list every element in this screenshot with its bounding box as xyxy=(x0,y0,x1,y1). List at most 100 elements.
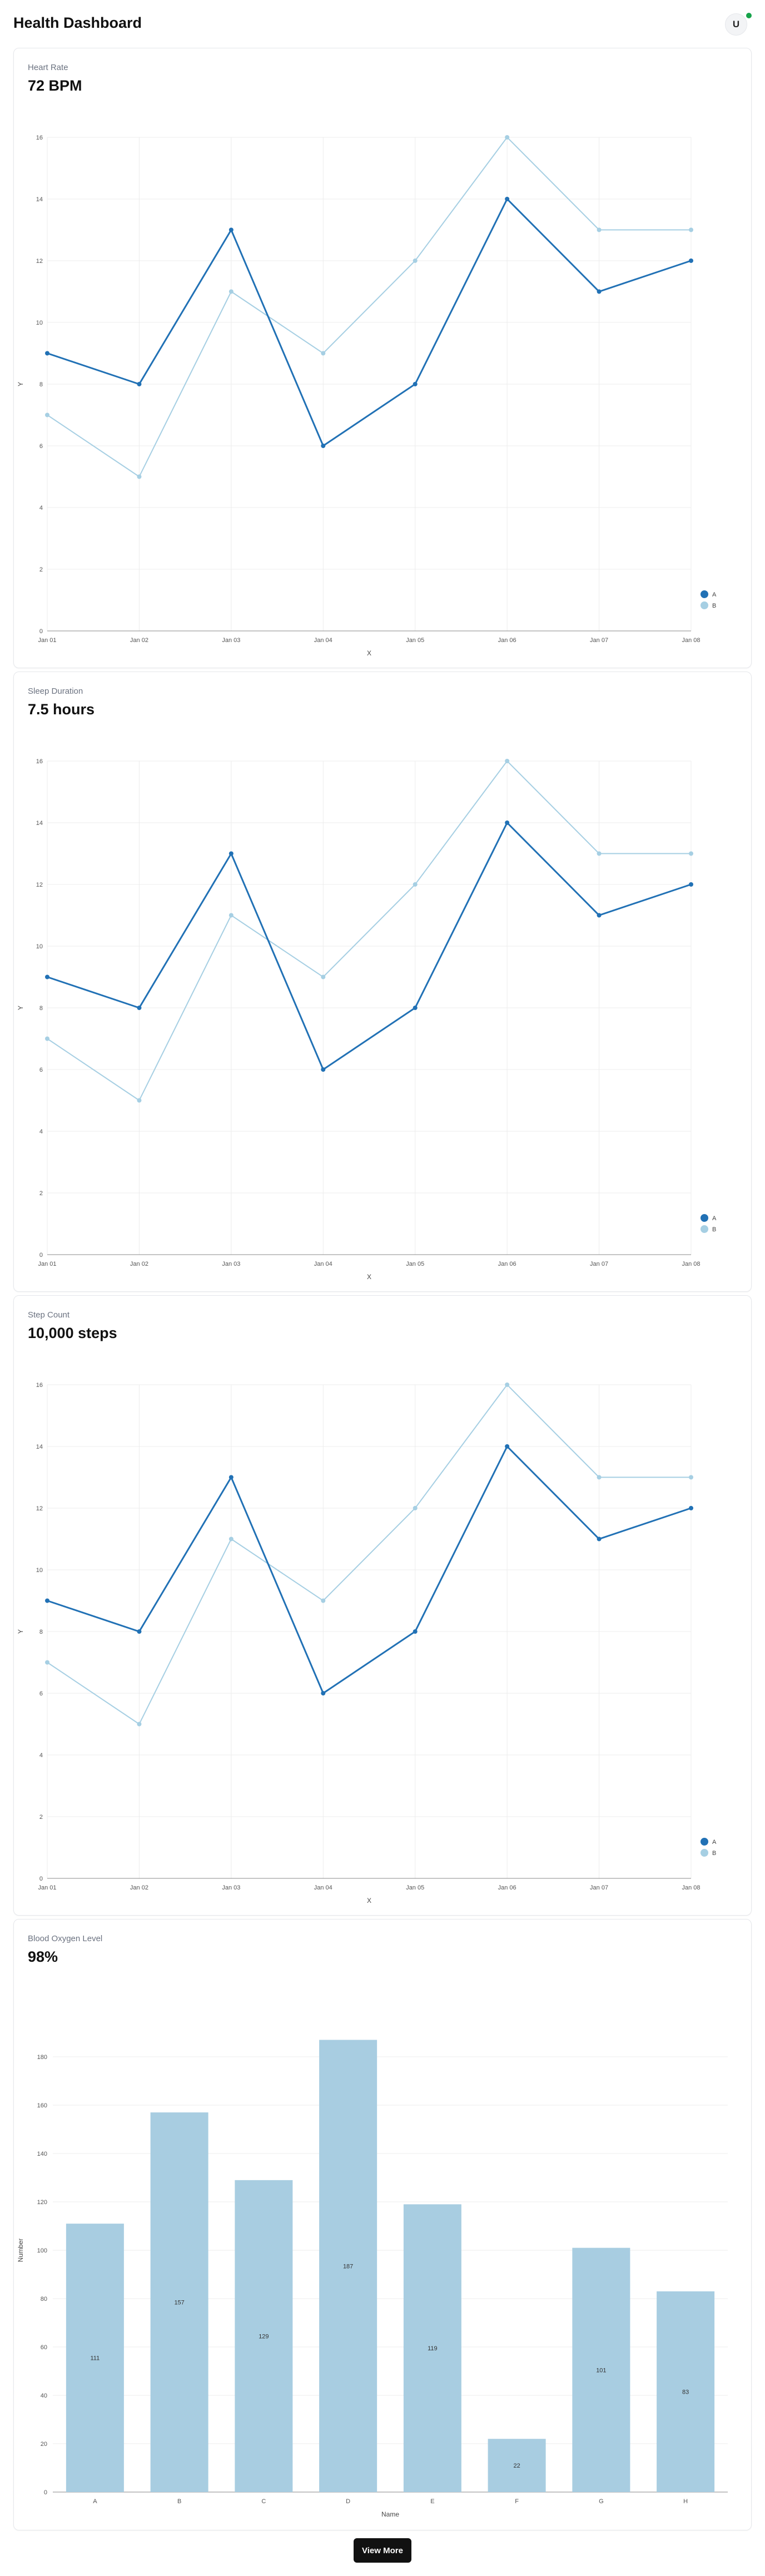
y-tick-label: 4 xyxy=(39,1128,43,1135)
series-b-line xyxy=(47,760,691,1101)
bar-value-label: 187 xyxy=(343,2263,353,2270)
x-tick-label: Jan 04 xyxy=(314,637,332,644)
bar-d xyxy=(319,2040,377,2492)
bar-c xyxy=(235,2180,293,2492)
y-tick-label: 14 xyxy=(36,1444,43,1450)
y-tick-label: 10 xyxy=(36,320,43,326)
legend-swatch xyxy=(701,1225,708,1233)
x-tick-label: C xyxy=(261,2498,266,2505)
y-tick-label: 12 xyxy=(36,1505,43,1512)
x-tick-label: Jan 04 xyxy=(314,1884,332,1891)
series-a-point xyxy=(137,382,142,386)
legend-label: A xyxy=(712,1215,717,1222)
series-b-point xyxy=(45,412,49,417)
series-b-point xyxy=(137,1098,142,1103)
card-label: Step Count xyxy=(28,1310,70,1320)
series-a-point xyxy=(413,382,418,386)
series-a-point xyxy=(321,1691,326,1695)
app-title: Health Dashboard xyxy=(13,14,142,31)
series-b-point xyxy=(413,1506,418,1510)
y-tick-label: 0 xyxy=(39,1876,43,1882)
legend-swatch xyxy=(701,1838,708,1846)
legend-swatch xyxy=(701,1849,708,1857)
y-tick-label: 120 xyxy=(37,2199,47,2206)
y-tick-label: 10 xyxy=(36,943,43,950)
card-value: 10,000 steps xyxy=(28,1325,117,1341)
series-a-point xyxy=(137,1629,142,1634)
card-label: Blood Oxygen Level xyxy=(28,1934,103,1943)
series-a-point xyxy=(228,851,234,856)
series-a-point xyxy=(505,197,510,201)
y-tick-label: 40 xyxy=(41,2393,47,2399)
x-tick-label: Jan 07 xyxy=(590,1261,608,1267)
series-b-point xyxy=(228,913,234,918)
series-b-point xyxy=(413,258,418,263)
legend-label: A xyxy=(712,1839,717,1846)
series-b-line xyxy=(47,136,691,478)
series-a-point xyxy=(413,1006,418,1010)
x-axis-title: X xyxy=(367,1897,371,1904)
view-more-button[interactable]: View More xyxy=(354,2538,411,2563)
y-tick-label: 12 xyxy=(36,258,43,265)
sleep-duration-chart: 0 2 4 6 8 10 12 14 16 Jan 01 Jan 02 Jan 03 Jan 04 Jan… xyxy=(17,758,717,1281)
y-tick-label: 10 xyxy=(36,1567,43,1574)
heart-rate-card: Heart Rate 72 BPM 0 2 4 6 8 10 12 14 16 Jan 01 Jan… xyxy=(13,48,752,668)
series-a-point xyxy=(689,258,693,263)
x-tick-label: Jan 01 xyxy=(38,1884,56,1891)
y-tick-label: 80 xyxy=(41,2296,47,2303)
online-status-indicator xyxy=(745,12,753,19)
series-a-point xyxy=(321,444,326,448)
legend-label: B xyxy=(712,603,716,609)
series-a-point xyxy=(597,1536,602,1541)
series-a-point xyxy=(45,1598,49,1603)
x-tick-label: Jan 03 xyxy=(222,637,240,644)
bar-a xyxy=(66,2224,124,2492)
series-a-point xyxy=(597,289,602,294)
series-a-point xyxy=(228,227,234,232)
series-a-point xyxy=(228,1475,234,1480)
series-a-point xyxy=(505,1444,510,1449)
x-axis-title: X xyxy=(367,1273,371,1281)
x-tick-label: Jan 01 xyxy=(38,1261,56,1267)
x-tick-label: Jan 08 xyxy=(682,1261,700,1267)
series-b-point xyxy=(321,351,326,356)
series-b-point xyxy=(228,289,234,294)
x-tick-label: D xyxy=(346,2498,350,2505)
series-b-point xyxy=(137,1722,142,1727)
y-tick-label: 160 xyxy=(37,2102,47,2109)
bar-value-label: 101 xyxy=(596,2367,606,2374)
x-tick-label: B xyxy=(177,2498,181,2505)
series-a-line xyxy=(47,821,692,1071)
series-b-point xyxy=(597,227,602,232)
blood-oxygen-card: Blood Oxygen Level 98% 0 20 40 60 80 100 120 14… xyxy=(13,1919,752,2530)
x-tick-label: Jan 05 xyxy=(406,637,424,644)
x-tick-label: Jan 07 xyxy=(590,1884,608,1891)
x-tick-label: Jan 02 xyxy=(130,1884,148,1891)
y-tick-label: 14 xyxy=(36,196,43,203)
y-tick-label: 12 xyxy=(36,882,43,888)
sleep-duration-card: Sleep Duration 7.5 hours 0 2 4 6 8 10 12 14 16 Ja… xyxy=(13,672,752,1292)
y-tick-label: 180 xyxy=(37,2054,47,2061)
x-tick-label: F xyxy=(515,2498,519,2505)
user-avatar[interactable]: U xyxy=(725,13,747,36)
y-tick-label: 0 xyxy=(39,628,43,635)
y-tick-label: 14 xyxy=(36,820,43,827)
legend-label: A xyxy=(712,591,717,598)
x-tick-label: A xyxy=(93,2498,97,2505)
x-tick-label: Jan 02 xyxy=(130,1261,148,1267)
y-tick-label: 6 xyxy=(39,443,43,450)
series-b-point xyxy=(689,851,693,856)
series-b-point xyxy=(413,882,418,887)
y-axis-title: Number xyxy=(17,2239,24,2262)
y-tick-label: 8 xyxy=(39,1005,43,1012)
bar-f xyxy=(488,2439,546,2492)
series-a-line xyxy=(47,1445,692,1695)
y-tick-label: 60 xyxy=(41,2344,47,2351)
series-b-point xyxy=(597,851,602,856)
x-tick-label: Jan 01 xyxy=(38,637,56,644)
series-a-point xyxy=(505,820,510,825)
series-b-line xyxy=(47,1384,691,1725)
legend-label: B xyxy=(712,1850,716,1857)
legend-label: B xyxy=(712,1226,716,1233)
x-tick-label: Jan 06 xyxy=(498,1884,516,1891)
